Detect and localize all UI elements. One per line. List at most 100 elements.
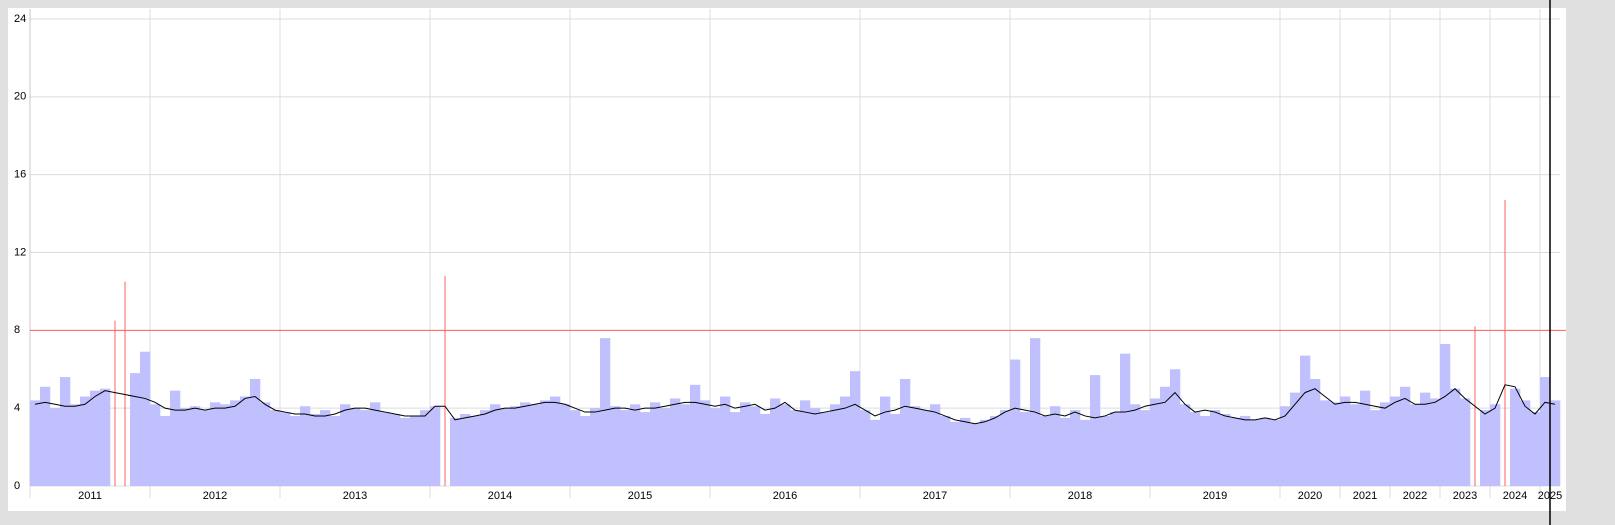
y-tick-label: 12 — [14, 246, 26, 258]
bar — [850, 371, 861, 486]
bar — [1320, 400, 1331, 486]
bar — [1490, 404, 1501, 486]
bar — [1070, 410, 1081, 486]
bar — [1010, 359, 1021, 486]
bar — [1460, 398, 1471, 486]
bar — [1550, 400, 1561, 486]
bar — [380, 412, 391, 486]
bar — [350, 408, 361, 486]
bar — [880, 396, 891, 486]
bar — [1220, 414, 1231, 486]
bar — [1200, 415, 1211, 486]
bar — [630, 404, 641, 486]
bar — [1210, 410, 1221, 486]
bar — [290, 415, 301, 486]
bar — [320, 410, 331, 486]
bar — [1180, 404, 1191, 486]
bar — [500, 408, 511, 486]
line — [34, 384, 1556, 425]
bar — [940, 415, 951, 486]
x-tick-label: 2018 — [1068, 490, 1092, 502]
x-tick-label: 2020 — [1298, 490, 1322, 502]
bar — [1100, 415, 1111, 486]
bar — [1270, 419, 1281, 486]
bar — [960, 417, 971, 486]
bar — [1230, 417, 1241, 486]
bar — [800, 400, 811, 486]
bar — [410, 415, 421, 486]
x-tick-label: 2023 — [1453, 490, 1477, 502]
y-tick-label: 16 — [14, 169, 26, 181]
bar — [650, 402, 661, 486]
bar — [510, 406, 521, 486]
bar — [124, 281, 126, 486]
y-tick-label: 0 — [14, 480, 20, 492]
bar — [310, 414, 321, 486]
bar — [1250, 419, 1261, 486]
bar — [540, 400, 551, 486]
bar — [520, 402, 531, 486]
bar — [1040, 415, 1051, 486]
bar — [1504, 199, 1506, 486]
bar — [1390, 396, 1401, 486]
x-tick-label: 2017 — [923, 490, 947, 502]
bar — [1330, 402, 1341, 486]
bar — [530, 404, 541, 486]
bar — [1360, 390, 1371, 486]
marks — [30, 199, 1566, 486]
bar — [450, 417, 461, 486]
bar — [370, 402, 381, 486]
bar — [220, 404, 231, 486]
bar — [770, 398, 781, 486]
y-tick-label: 20 — [14, 91, 26, 103]
bar — [200, 410, 211, 486]
bar — [970, 423, 981, 486]
bar — [1280, 406, 1291, 486]
bar — [620, 410, 631, 486]
bar — [470, 415, 481, 486]
bar — [340, 404, 351, 486]
bar — [420, 410, 431, 486]
bar — [1530, 412, 1541, 486]
bar — [240, 396, 251, 486]
bar — [1410, 404, 1421, 486]
bar — [810, 408, 821, 486]
bar — [890, 414, 901, 486]
bar — [1430, 398, 1441, 486]
bar — [1000, 410, 1011, 486]
bar — [180, 408, 191, 486]
bar — [480, 410, 491, 486]
bar — [990, 415, 1001, 486]
bar — [430, 406, 441, 486]
bar — [740, 402, 751, 486]
bar — [460, 414, 471, 486]
bar — [640, 412, 651, 486]
bar — [230, 400, 241, 486]
y-tick-label: 24 — [14, 13, 26, 25]
bar — [100, 388, 111, 486]
bar — [1520, 400, 1531, 486]
bar — [1510, 388, 1521, 486]
bar — [1340, 396, 1351, 486]
bar — [820, 412, 831, 486]
bar — [780, 404, 791, 486]
bar — [1120, 353, 1131, 486]
bar — [390, 414, 401, 486]
bar — [920, 410, 931, 486]
bar — [150, 404, 161, 486]
x-tick-label: 2013 — [343, 490, 367, 502]
bar — [840, 396, 851, 486]
bar — [590, 408, 601, 486]
bar — [1350, 404, 1361, 486]
y-tick-label: 4 — [14, 402, 20, 414]
bar — [1450, 388, 1461, 486]
bar — [1150, 398, 1161, 486]
bar — [1020, 412, 1031, 486]
x-tick-label: 2021 — [1353, 490, 1377, 502]
bar — [260, 402, 271, 486]
bar — [600, 338, 611, 486]
x-tick-label: 2012 — [203, 490, 227, 502]
bar — [700, 400, 711, 486]
